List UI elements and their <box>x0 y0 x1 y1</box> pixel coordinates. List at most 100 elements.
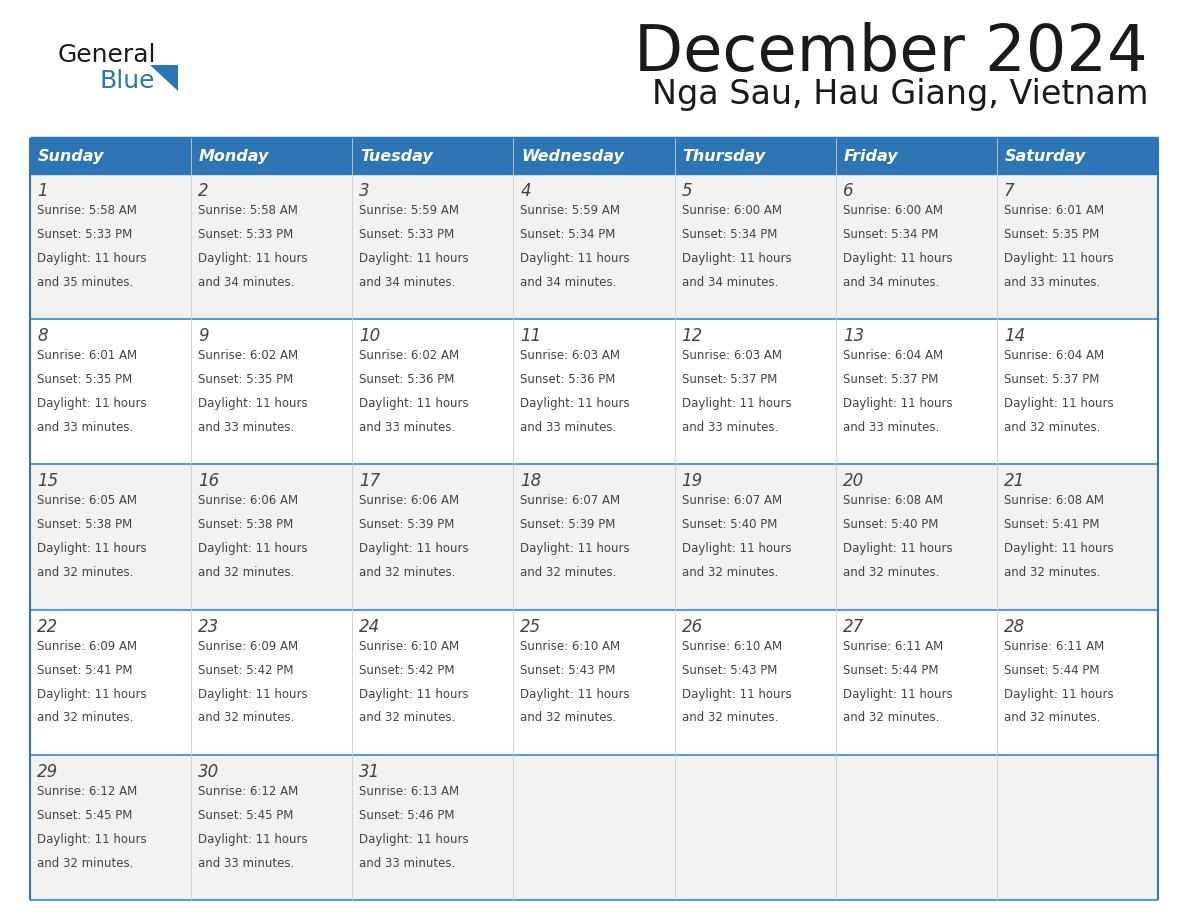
Text: 26: 26 <box>682 618 703 635</box>
Text: Daylight: 11 hours: Daylight: 11 hours <box>682 397 791 410</box>
Bar <box>30 174 191 319</box>
Text: and 32 minutes.: and 32 minutes. <box>682 566 778 579</box>
Text: 19: 19 <box>682 473 703 490</box>
Bar <box>997 610 1158 755</box>
Text: 24: 24 <box>359 618 380 635</box>
Text: 4: 4 <box>520 182 531 200</box>
Bar <box>353 319 513 465</box>
Bar <box>997 755 1158 900</box>
Text: Sunrise: 6:01 AM: Sunrise: 6:01 AM <box>37 349 137 363</box>
Text: Blue: Blue <box>100 69 156 93</box>
Bar <box>191 174 353 319</box>
Bar <box>997 465 1158 610</box>
Bar <box>191 138 353 174</box>
Text: Saturday: Saturday <box>1005 149 1086 163</box>
Bar <box>675 138 835 174</box>
Text: 17: 17 <box>359 473 380 490</box>
Text: Sunrise: 6:08 AM: Sunrise: 6:08 AM <box>1004 495 1104 508</box>
Text: Daylight: 11 hours: Daylight: 11 hours <box>1004 543 1113 555</box>
Bar <box>30 138 191 174</box>
Text: Sunrise: 6:11 AM: Sunrise: 6:11 AM <box>1004 640 1104 653</box>
Text: and 32 minutes.: and 32 minutes. <box>359 711 456 724</box>
Text: Nga Sau, Hau Giang, Vietnam: Nga Sau, Hau Giang, Vietnam <box>651 78 1148 111</box>
Text: and 32 minutes.: and 32 minutes. <box>1004 566 1100 579</box>
Text: 6: 6 <box>842 182 853 200</box>
Text: 20: 20 <box>842 473 864 490</box>
Text: Daylight: 11 hours: Daylight: 11 hours <box>520 543 630 555</box>
Text: Sunset: 5:33 PM: Sunset: 5:33 PM <box>359 228 455 241</box>
Bar <box>513 465 675 610</box>
Text: Sunset: 5:44 PM: Sunset: 5:44 PM <box>842 664 939 677</box>
Text: Sunset: 5:37 PM: Sunset: 5:37 PM <box>682 373 777 386</box>
Bar <box>353 174 513 319</box>
Text: 12: 12 <box>682 327 703 345</box>
Text: Daylight: 11 hours: Daylight: 11 hours <box>37 543 146 555</box>
Text: Daylight: 11 hours: Daylight: 11 hours <box>359 833 469 845</box>
Text: Daylight: 11 hours: Daylight: 11 hours <box>359 543 469 555</box>
Bar <box>191 755 353 900</box>
Text: Daylight: 11 hours: Daylight: 11 hours <box>842 252 953 265</box>
Text: Daylight: 11 hours: Daylight: 11 hours <box>682 543 791 555</box>
Text: Daylight: 11 hours: Daylight: 11 hours <box>520 397 630 410</box>
Text: and 32 minutes.: and 32 minutes. <box>37 566 133 579</box>
Text: 7: 7 <box>1004 182 1015 200</box>
Text: Sunset: 5:38 PM: Sunset: 5:38 PM <box>37 519 132 532</box>
Text: Sunrise: 6:12 AM: Sunrise: 6:12 AM <box>198 785 298 798</box>
Text: 31: 31 <box>359 763 380 781</box>
Text: and 32 minutes.: and 32 minutes. <box>682 711 778 724</box>
Text: Sunrise: 6:06 AM: Sunrise: 6:06 AM <box>359 495 460 508</box>
Text: and 33 minutes.: and 33 minutes. <box>842 421 939 434</box>
Text: and 33 minutes.: and 33 minutes. <box>37 421 133 434</box>
Text: 21: 21 <box>1004 473 1025 490</box>
Text: Sunset: 5:44 PM: Sunset: 5:44 PM <box>1004 664 1099 677</box>
Text: 11: 11 <box>520 327 542 345</box>
Bar <box>191 610 353 755</box>
Bar <box>353 755 513 900</box>
Bar <box>353 610 513 755</box>
Text: 2: 2 <box>198 182 209 200</box>
Text: and 33 minutes.: and 33 minutes. <box>1004 276 1100 289</box>
Text: and 34 minutes.: and 34 minutes. <box>682 276 778 289</box>
Bar <box>191 319 353 465</box>
Text: Sunrise: 6:09 AM: Sunrise: 6:09 AM <box>37 640 137 653</box>
Text: and 33 minutes.: and 33 minutes. <box>198 421 295 434</box>
Bar <box>513 319 675 465</box>
Text: Sunset: 5:34 PM: Sunset: 5:34 PM <box>842 228 939 241</box>
Text: Sunrise: 6:10 AM: Sunrise: 6:10 AM <box>682 640 782 653</box>
Text: Sunset: 5:34 PM: Sunset: 5:34 PM <box>520 228 615 241</box>
Text: and 32 minutes.: and 32 minutes. <box>842 566 939 579</box>
Text: 8: 8 <box>37 327 48 345</box>
Text: Sunset: 5:37 PM: Sunset: 5:37 PM <box>1004 373 1099 386</box>
Text: 5: 5 <box>682 182 693 200</box>
Text: and 34 minutes.: and 34 minutes. <box>520 276 617 289</box>
Text: Sunrise: 6:13 AM: Sunrise: 6:13 AM <box>359 785 460 798</box>
Text: Sunrise: 6:07 AM: Sunrise: 6:07 AM <box>520 495 620 508</box>
Text: Sunrise: 6:06 AM: Sunrise: 6:06 AM <box>198 495 298 508</box>
Text: and 34 minutes.: and 34 minutes. <box>842 276 939 289</box>
Text: Sunday: Sunday <box>38 149 105 163</box>
Text: Sunset: 5:33 PM: Sunset: 5:33 PM <box>37 228 132 241</box>
Bar <box>191 465 353 610</box>
Bar <box>997 138 1158 174</box>
Text: Sunset: 5:34 PM: Sunset: 5:34 PM <box>682 228 777 241</box>
Text: Sunrise: 5:59 AM: Sunrise: 5:59 AM <box>520 204 620 217</box>
Text: Tuesday: Tuesday <box>360 149 434 163</box>
Text: and 34 minutes.: and 34 minutes. <box>198 276 295 289</box>
Text: Daylight: 11 hours: Daylight: 11 hours <box>198 252 308 265</box>
Bar <box>30 610 191 755</box>
Bar <box>997 174 1158 319</box>
Text: and 32 minutes.: and 32 minutes. <box>359 566 456 579</box>
Text: Sunrise: 6:01 AM: Sunrise: 6:01 AM <box>1004 204 1104 217</box>
Text: Monday: Monday <box>200 149 270 163</box>
Text: and 33 minutes.: and 33 minutes. <box>359 421 455 434</box>
Text: and 32 minutes.: and 32 minutes. <box>520 566 617 579</box>
Text: Sunset: 5:45 PM: Sunset: 5:45 PM <box>37 809 132 822</box>
Text: Daylight: 11 hours: Daylight: 11 hours <box>359 252 469 265</box>
Text: Sunset: 5:33 PM: Sunset: 5:33 PM <box>198 228 293 241</box>
Text: and 32 minutes.: and 32 minutes. <box>1004 711 1100 724</box>
Text: Sunset: 5:43 PM: Sunset: 5:43 PM <box>682 664 777 677</box>
Text: Daylight: 11 hours: Daylight: 11 hours <box>37 688 146 700</box>
Text: Sunset: 5:42 PM: Sunset: 5:42 PM <box>359 664 455 677</box>
Bar <box>30 319 191 465</box>
Bar <box>675 755 835 900</box>
